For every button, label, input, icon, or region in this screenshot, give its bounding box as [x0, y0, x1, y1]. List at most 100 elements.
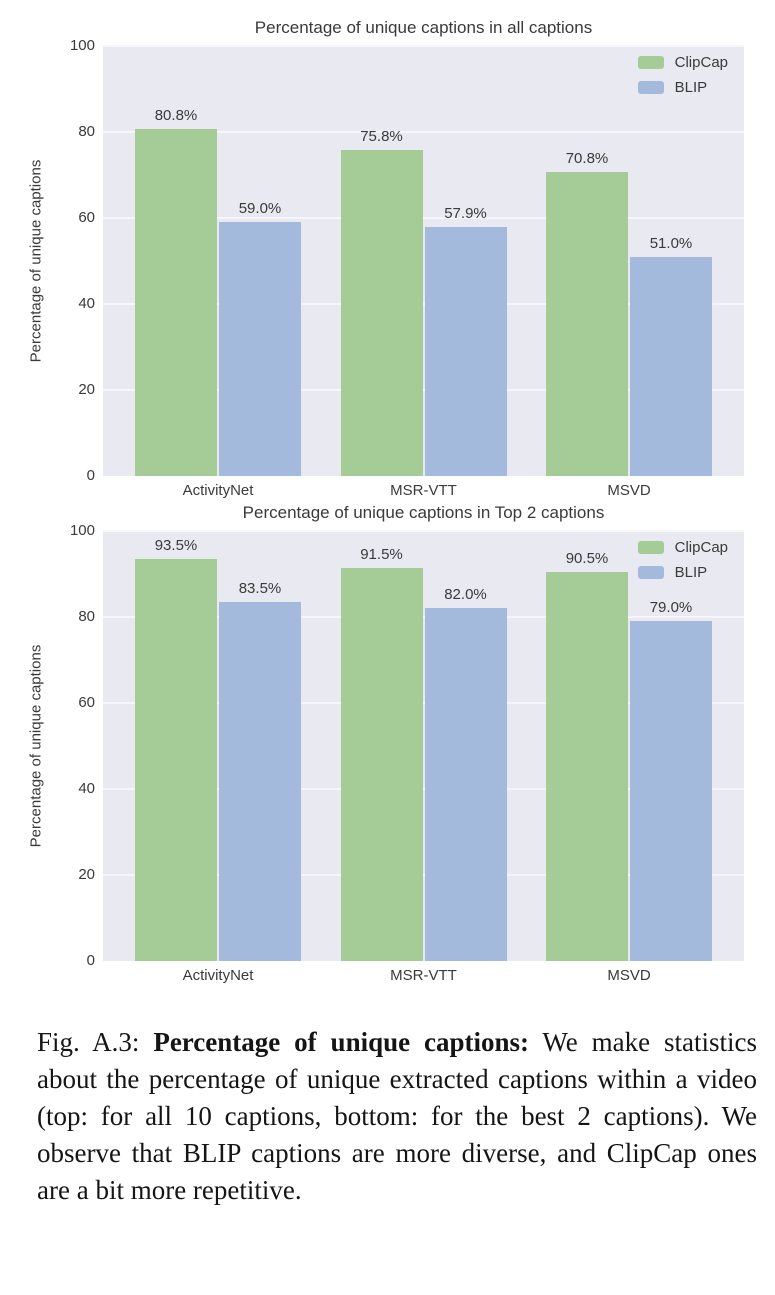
bar-blip-activitynet: [219, 222, 301, 476]
y-tick-label: 80: [78, 608, 95, 625]
bar-column: 70.8%: [546, 150, 628, 476]
gridline-60: [103, 702, 744, 704]
legend-swatch-clipcap: [637, 56, 664, 69]
gridline-20: [103, 874, 744, 876]
bar-blip-msr-vtt: [424, 227, 507, 476]
legend: ClipCap BLIP: [637, 54, 728, 96]
caption-fig-label: Fig. A.3:: [37, 1027, 154, 1057]
bar-groups: 80.8% 59.0% 75.8% 57.9% 70.8% 51.0%: [103, 46, 744, 476]
bar-column: 79.0%: [630, 599, 712, 961]
bar-column: 82.0%: [424, 586, 507, 961]
bar-clipcap-msr-vtt: [340, 150, 423, 476]
bar-group-msvd: 90.5% 79.0%: [546, 550, 712, 961]
legend-swatch-blip: [637, 566, 664, 579]
chart-all-captions: Percentage of unique captions in all cap…: [0, 14, 775, 499]
legend-item-blip: BLIP: [637, 79, 728, 96]
bar-group-activitynet: 80.8% 59.0%: [135, 107, 301, 476]
caption-bold-title: Percentage of unique captions:: [153, 1027, 530, 1057]
bar-column: 83.5%: [219, 580, 301, 961]
chart-top2-captions: Percentage of unique captions in Top 2 c…: [0, 499, 775, 984]
gridline-60: [103, 217, 744, 219]
bar-value-label: 57.9%: [444, 205, 487, 223]
legend-item-clipcap: ClipCap: [637, 54, 728, 71]
bar-value-label: 91.5%: [360, 545, 403, 563]
y-tick-label: 40: [78, 780, 95, 797]
legend-swatch-clipcap: [637, 541, 664, 554]
bar-value-label: 82.0%: [444, 586, 487, 604]
bar-blip-msr-vtt: [424, 608, 507, 961]
y-tick-label: 0: [86, 952, 95, 969]
bar-value-label: 59.0%: [238, 200, 282, 218]
x-tick-label: MSR-VTT: [390, 967, 457, 984]
x-tick-label: MSVD: [607, 967, 651, 984]
bar-value-label: 79.0%: [649, 599, 693, 617]
bar-column: 91.5%: [340, 545, 423, 961]
bar-group-msr-vtt: 91.5% 82.0%: [340, 545, 507, 961]
plot-area: 80.8% 59.0% 75.8% 57.9% 70.8% 51.0% ClipCap BLI…: [103, 45, 744, 476]
bar-value-label: 90.5%: [565, 549, 609, 567]
y-tick-label: 80: [78, 123, 95, 140]
gridline-80: [103, 616, 744, 618]
bar-group-msvd: 70.8% 51.0%: [546, 150, 712, 476]
legend-label: BLIP: [674, 79, 708, 96]
bar-clipcap-activitynet: [135, 558, 217, 961]
y-tick-label: 60: [78, 694, 95, 711]
bar-blip-activitynet: [219, 601, 301, 961]
y-axis-label: Percentage of unique captions: [27, 644, 45, 848]
plot-area: 93.5% 83.5% 91.5% 82.0% 90.5% 79.0% ClipCap BLI…: [103, 530, 744, 961]
y-tick-label: 100: [69, 522, 95, 539]
x-axis: ActivityNet MSR-VTT MSVD: [103, 961, 744, 984]
bar-value-label: 83.5%: [238, 579, 282, 597]
bar-column: 59.0%: [219, 200, 301, 476]
x-tick-label: ActivityNet: [182, 482, 254, 499]
gridline-100: [103, 530, 744, 532]
bar-clipcap-msvd: [546, 171, 628, 476]
caption-body-text: We make statistics about the percentage …: [37, 1027, 757, 1205]
bar-value-label: 75.8%: [360, 128, 403, 146]
chart-title: Percentage of unique captions in Top 2 c…: [242, 503, 605, 522]
bar-clipcap-activitynet: [135, 128, 217, 476]
legend-label: ClipCap: [674, 539, 728, 556]
gridline-40: [103, 303, 744, 305]
legend-item-clipcap: ClipCap: [637, 539, 728, 556]
bar-column: 75.8%: [340, 128, 423, 476]
bar-blip-msvd: [630, 256, 712, 476]
bar-column: 57.9%: [424, 205, 507, 476]
x-tick-label: ActivityNet: [182, 967, 254, 984]
y-axis: Percentage of unique captions 0 20 40 60 80 1…: [0, 37, 103, 484]
x-tick-label: MSVD: [607, 482, 651, 499]
bar-column: 51.0%: [630, 235, 712, 476]
bar-value-label: 93.5%: [154, 536, 198, 554]
bar-column: 90.5%: [546, 550, 628, 961]
bar-blip-msvd: [630, 621, 712, 961]
y-axis: Percentage of unique captions 0 20 40 60 80 1…: [0, 522, 103, 969]
y-axis-label: Percentage of unique captions: [27, 159, 45, 363]
figure-a3: Percentage of unique captions in all cap…: [0, 14, 775, 1209]
bar-column: 80.8%: [135, 107, 217, 476]
figure-caption: Fig. A.3: Percentage of unique captions:…: [37, 1024, 757, 1209]
gridline-20: [103, 389, 744, 391]
bar-value-label: 51.0%: [649, 234, 693, 252]
chart-body: Percentage of unique captions 0 20 40 60 80 1…: [0, 37, 775, 484]
legend-swatch-blip: [637, 81, 664, 94]
legend-label: ClipCap: [674, 54, 728, 71]
gridline-100: [103, 45, 744, 47]
y-tick-label: 100: [69, 37, 95, 54]
bar-column: 93.5%: [135, 537, 217, 961]
legend: ClipCap BLIP: [637, 539, 728, 581]
x-tick-label: MSR-VTT: [390, 482, 457, 499]
y-tick-label: 60: [78, 209, 95, 226]
y-tick-label: 20: [78, 866, 95, 883]
bar-group-msr-vtt: 75.8% 57.9%: [340, 128, 507, 476]
y-tick-label: 0: [86, 467, 95, 484]
gridline-40: [103, 788, 744, 790]
bar-clipcap-msvd: [546, 571, 628, 961]
chart-body: Percentage of unique captions 0 20 40 60 80 1…: [0, 522, 775, 969]
x-axis: ActivityNet MSR-VTT MSVD: [103, 476, 744, 499]
bar-groups: 93.5% 83.5% 91.5% 82.0% 90.5% 79.0%: [103, 531, 744, 961]
y-tick-label: 40: [78, 295, 95, 312]
chart-title: Percentage of unique captions in all cap…: [254, 18, 593, 37]
bar-value-label: 70.8%: [565, 149, 609, 167]
y-tick-label: 20: [78, 381, 95, 398]
legend-label: BLIP: [674, 564, 708, 581]
